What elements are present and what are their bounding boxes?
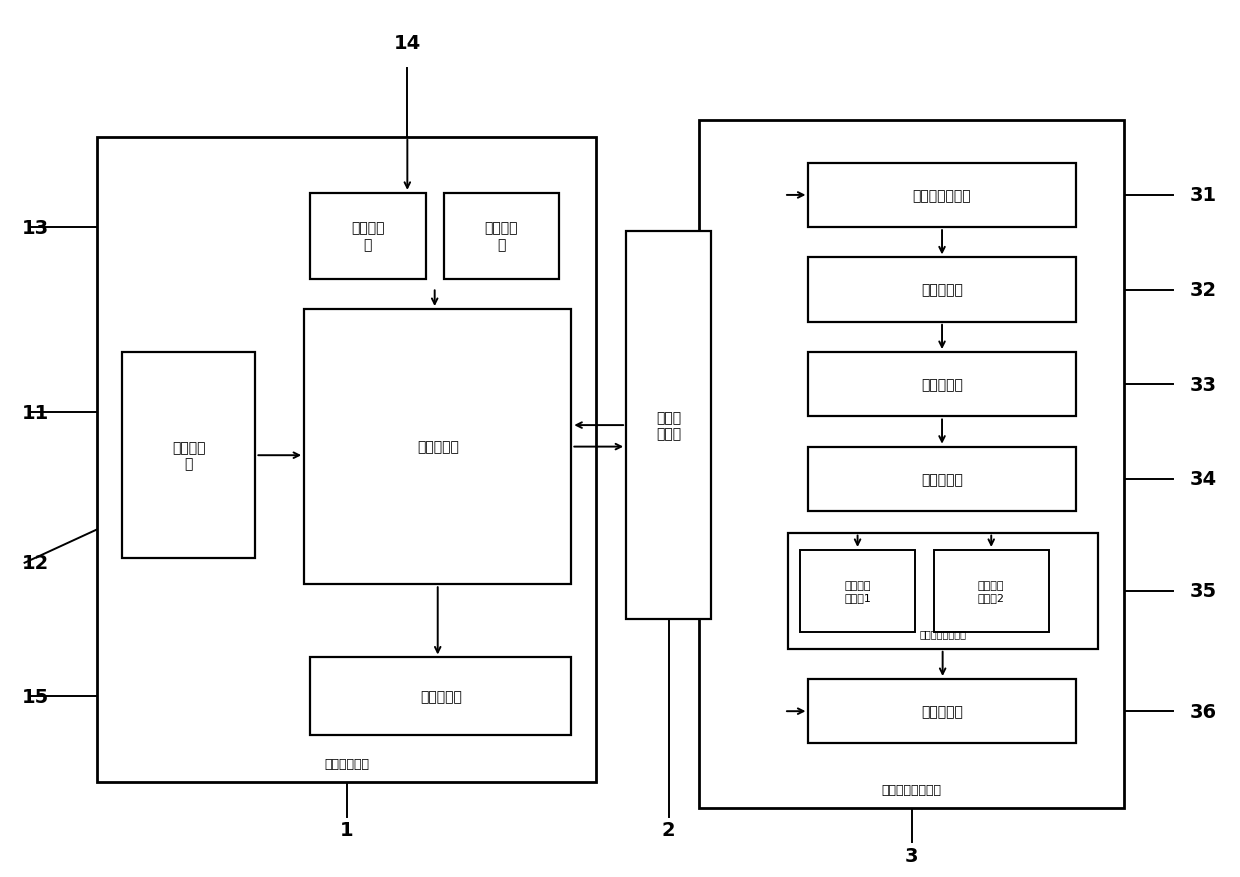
Text: 32: 32 [1189,281,1216,300]
Bar [808,163,1075,228]
Text: 聚焦超声
换能制1: 聚焦超声 换能制1 [844,581,870,602]
Text: 15: 15 [22,687,50,706]
Text: 3: 3 [905,845,919,865]
Text: 开关选择器: 开关选择器 [921,473,963,487]
Bar [699,120,1125,808]
Bar [304,310,572,585]
Text: 13: 13 [22,218,50,238]
Bar [787,533,1097,649]
Bar [310,194,425,280]
Text: 血压显示
器: 血压显示 器 [351,222,384,252]
Bar [444,194,559,280]
Bar [122,353,255,559]
Text: 11: 11 [22,403,50,422]
Text: 血压传感
器: 血压传感 器 [172,440,206,471]
Text: 血压监测装置: 血压监测装置 [324,757,370,770]
Text: 33: 33 [1190,375,1216,395]
Bar [934,550,1049,631]
Text: 1: 1 [340,820,353,839]
Text: 2: 2 [662,820,676,839]
Text: 血压比较器: 血压比较器 [420,689,461,703]
Bar [800,550,915,631]
Bar [310,658,572,735]
Text: 14: 14 [394,33,420,53]
Text: 阻抗匹配器: 阻抗匹配器 [921,378,963,392]
Text: 12: 12 [22,553,50,573]
Bar [808,258,1075,323]
Text: 31: 31 [1189,186,1216,205]
Text: 36: 36 [1189,702,1216,721]
Text: 中央控
制电路: 中央控 制电路 [656,410,681,440]
Bar [808,353,1075,417]
Text: 功率放大器: 功率放大器 [921,283,963,297]
Text: 信号反馈器: 信号反馈器 [921,704,963,718]
Bar [98,138,595,782]
Bar [808,679,1075,744]
Text: 34: 34 [1189,470,1216,488]
Text: 35: 35 [1189,581,1216,601]
Text: 血压存储
器: 血压存储 器 [485,222,518,252]
Text: 超声神经制激装置: 超声神经制激装置 [882,782,941,795]
Bar [626,232,711,619]
Text: 微处理芯片: 微处理芯片 [417,440,459,454]
Text: 任意波形发生器: 任意波形发生器 [913,189,971,203]
Bar [808,447,1075,511]
Text: 聚共超声换能器组: 聚共超声换能器组 [919,629,966,638]
Text: 聚焦超声
换能制2: 聚焦超声 换能制2 [978,581,1004,602]
